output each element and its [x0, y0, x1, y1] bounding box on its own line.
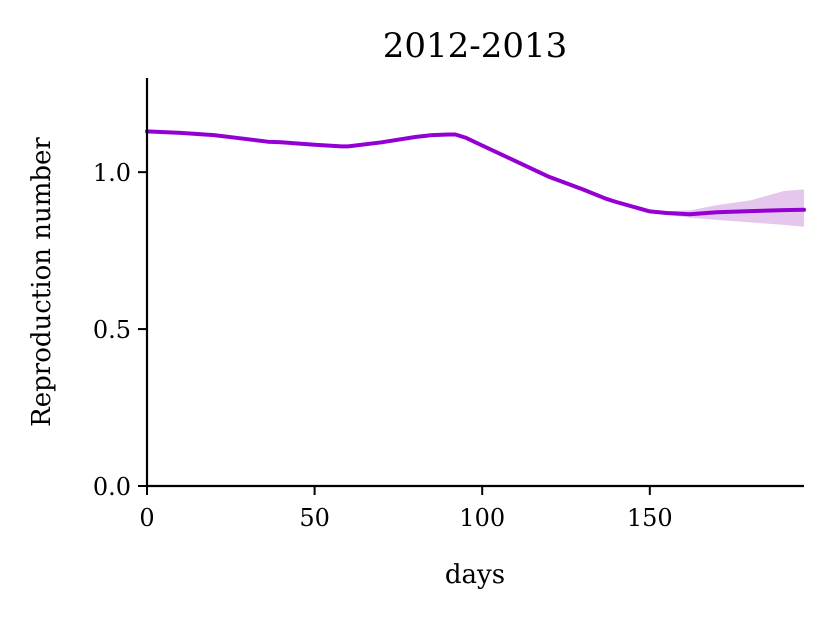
x-tick-label: 0 [139, 504, 154, 532]
y-tick-label: 1.0 [93, 159, 131, 187]
y-ticks: 0.0 0.5 1.0 [93, 159, 147, 501]
reproduction-number-line [145, 129, 806, 217]
confidence-band [147, 130, 804, 227]
x-tick-label: 100 [459, 504, 505, 532]
y-tick-label: 0.0 [93, 473, 131, 501]
y-tick-label: 0.5 [93, 316, 131, 344]
x-ticks: 0 50 100 150 [139, 486, 673, 532]
x-tick-label: 50 [299, 504, 330, 532]
chart-title: 2012-2013 [383, 26, 568, 66]
x-axis-label: days [445, 560, 505, 590]
plot-area [145, 129, 806, 227]
x-tick-label: 150 [627, 504, 673, 532]
y-axis-label: Reproduction number [27, 137, 57, 427]
